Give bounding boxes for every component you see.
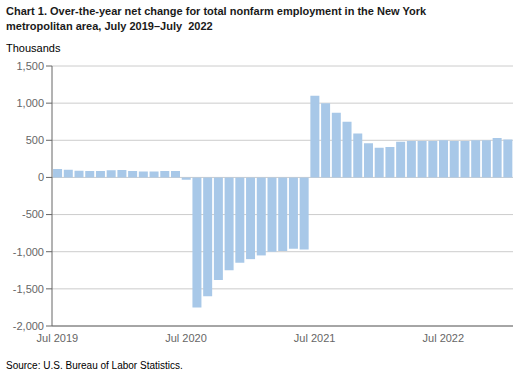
html-text:Thousands: Thousands <box>6 42 61 54</box>
svg-text:1,500: 1,500 <box>16 60 44 72</box>
html-text:Source: U.S. Bureau of Labor S: Source: U.S. Bureau of Labor Statistics. <box>6 360 183 371</box>
svg-text:1,000: 1,000 <box>16 97 44 109</box>
svg-text:-2,000: -2,000 <box>13 320 44 332</box>
svg-text:Jul 2019: Jul 2019 <box>37 332 79 344</box>
svg-text:0: 0 <box>38 171 44 183</box>
svg-text:Jul 2020: Jul 2020 <box>165 332 207 344</box>
svg-text:Jul 2021: Jul 2021 <box>294 332 336 344</box>
html-text:metropolitan area, July 2019–J: metropolitan area, July 2019–July 2022 <box>6 20 213 32</box>
svg-text:-1,000: -1,000 <box>13 246 44 258</box>
svg-text:500: 500 <box>26 134 44 146</box>
svg-text:-1,500: -1,500 <box>13 283 44 295</box>
html-text:Chart 1. Over-the-year net cha: Chart 1. Over-the-year net change for to… <box>6 5 427 17</box>
svg-text:Jul 2022: Jul 2022 <box>423 332 465 344</box>
svg-text:-500: -500 <box>22 208 44 220</box>
